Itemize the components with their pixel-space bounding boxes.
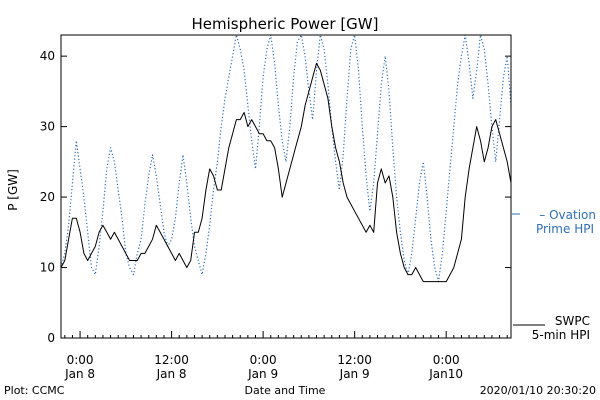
x-tick-date-2: Jan 9 [247, 367, 278, 381]
y-tick-label-40: 40 [40, 49, 55, 63]
series-swpc-5min-hpi [61, 62, 511, 283]
y-tick-label-0: 0 [47, 331, 55, 345]
legend-ovation-line2: Prime HPI [536, 222, 594, 236]
y-tick-label-30: 30 [40, 120, 55, 134]
legend-swpc-line1: SWPC [555, 314, 590, 328]
x-tick-date-4: Jan10 [428, 367, 463, 381]
legend-ovation-line1: – Ovation [539, 208, 596, 222]
y-tick-label-20: 20 [40, 190, 55, 204]
legend-swpc-line2: 5-min HPI [532, 328, 590, 342]
x-tick-time-4: 0:00 [433, 353, 460, 367]
x-tick-date-0: Jan 8 [64, 367, 95, 381]
x-tick-time-2: 0:00 [250, 353, 277, 367]
legend-ovation-prime-hpi: – Ovation Prime HPI [512, 208, 596, 236]
legend-swpc-5min-hpi: SWPC 5-min HPI [513, 314, 590, 342]
x-axis-label: Date and Time [245, 384, 326, 397]
x-tick-date-3: Jan 9 [339, 367, 370, 381]
footer-timestamp: 2020/01/10 20:30:20 [480, 384, 596, 397]
plot-area-frame [60, 34, 512, 339]
x-tick-time-1: 12:00 [154, 353, 189, 367]
chart-title: Hemispheric Power [GW] [192, 15, 379, 33]
x-tick-date-1: Jan 8 [156, 367, 187, 381]
series-ovation-prime-hpi [61, 35, 511, 283]
x-tick-time-3: 12:00 [337, 353, 372, 367]
x-tick-time-0: 0:00 [67, 353, 94, 367]
y-axis-label: P [GW] [6, 169, 20, 211]
footer-plot-credit: Plot: CCMC [4, 384, 65, 397]
y-tick-label-10: 10 [40, 261, 55, 275]
